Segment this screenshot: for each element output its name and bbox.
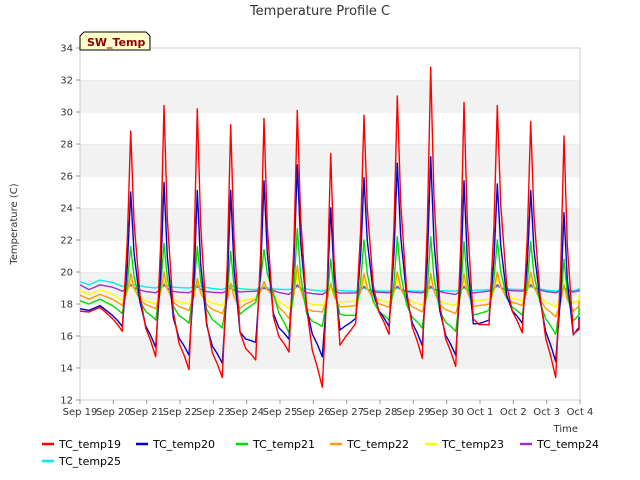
- grid-band: [80, 48, 580, 80]
- y-tick-label: 12: [60, 396, 73, 407]
- grid-band: [80, 304, 580, 336]
- y-tick-label: 14: [60, 364, 73, 375]
- grid-band: [80, 368, 580, 400]
- y-axis-title: Temperature (C): [9, 183, 20, 265]
- legend-label: TC_temp21: [252, 438, 315, 451]
- legend: TC_temp19 TC_temp20 TC_temp21 TC_temp22 TC_t…: [42, 438, 599, 468]
- sw-temp-badge: SW_Temp: [79, 31, 151, 51]
- x-tick-label: Sep 30: [429, 407, 464, 418]
- y-tick-label: 16: [60, 332, 73, 343]
- legend-label: TC_temp24: [536, 438, 599, 451]
- grid-band: [80, 112, 580, 144]
- y-tick-label: 20: [60, 268, 73, 279]
- series-lines: [79, 66, 580, 388]
- x-tick-label: Sep 20: [96, 407, 131, 418]
- y-tick-label: 18: [60, 300, 73, 311]
- legend-label: TC_temp19: [58, 438, 121, 451]
- x-tick-label: Sep 27: [329, 407, 364, 418]
- x-tick-label: Sep 26: [296, 407, 331, 418]
- y-axis: 12 14 16 18 20 22 24 26 28 30 32 34: [60, 44, 80, 407]
- y-tick-label: 24: [60, 204, 73, 215]
- chart-title: Temperature Profile C: [249, 4, 390, 19]
- x-tick-label: Sep 19: [63, 407, 98, 418]
- x-tick-label: Sep 28: [363, 407, 398, 418]
- x-tick-label: Sep 25: [263, 407, 298, 418]
- x-tick-label: Oct 1: [467, 407, 494, 418]
- grid-band: [80, 336, 580, 368]
- series-line-tc-temp19: [79, 66, 580, 388]
- x-tick-label: Oct 3: [533, 407, 560, 418]
- x-tick-label: Oct 2: [500, 407, 527, 418]
- grid-band: [80, 80, 580, 112]
- y-tick-label: 22: [60, 236, 73, 247]
- y-tick-label: 28: [60, 140, 73, 151]
- legend-label: TC_temp23: [441, 438, 504, 451]
- legend-label: TC_temp22: [346, 438, 409, 451]
- x-tick-label: Oct 4: [567, 407, 594, 418]
- legend-label: TC_temp20: [152, 438, 215, 451]
- badge-label: SW_Temp: [87, 36, 146, 49]
- plot-frame: [79, 47, 581, 401]
- y-tick-label: 26: [60, 172, 73, 183]
- y-tick-label: 34: [60, 44, 73, 55]
- x-tick-label: Sep 24: [229, 407, 264, 418]
- x-tick-label: Sep 29: [396, 407, 431, 418]
- x-axis-title: Time: [553, 424, 578, 435]
- legend-label: TC_temp25: [58, 455, 121, 468]
- y-tick-label: 32: [60, 76, 73, 87]
- x-tick-label: Sep 21: [129, 407, 164, 418]
- x-tick-label: Sep 22: [163, 407, 198, 418]
- x-tick-label: Sep 23: [196, 407, 231, 418]
- y-tick-label: 30: [60, 108, 73, 119]
- badge-shape: [79, 31, 151, 51]
